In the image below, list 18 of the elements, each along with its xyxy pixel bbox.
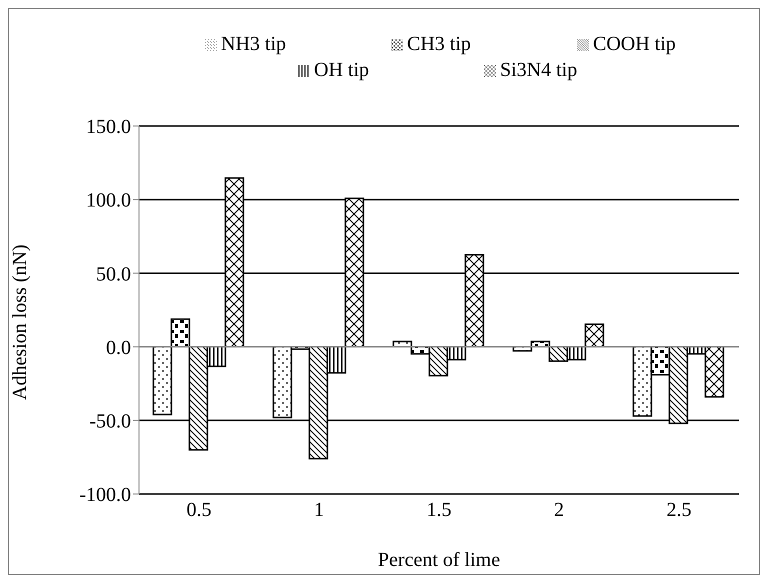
legend-label: OH tip: [314, 58, 370, 83]
y-tick-label: 0.0: [106, 336, 131, 359]
x-tick-label: 2: [554, 499, 564, 522]
x-tick-label: 0.5: [186, 499, 212, 522]
y-tick-label: 150.0: [86, 116, 131, 138]
y-tick-label: -100.0: [79, 484, 131, 506]
y-tick-label: 50.0: [96, 263, 131, 286]
legend-label: Si3N4 tip: [500, 58, 578, 83]
x-axis-title: Percent of lime: [378, 549, 500, 571]
x-tick-label: 1: [314, 499, 324, 522]
y-axis-title: Adhesion loss (nN): [9, 244, 32, 400]
x-tick-label: 1.5: [426, 499, 452, 522]
x-tick-label: 2.5: [666, 499, 692, 522]
y-tick-label: 100.0: [86, 190, 131, 212]
legend-label: COOH tip: [593, 32, 677, 57]
y-tick-label: -50.0: [89, 410, 131, 432]
legend-label: NH3 tip: [221, 32, 287, 57]
legend-label: CH3 tip: [407, 32, 472, 57]
